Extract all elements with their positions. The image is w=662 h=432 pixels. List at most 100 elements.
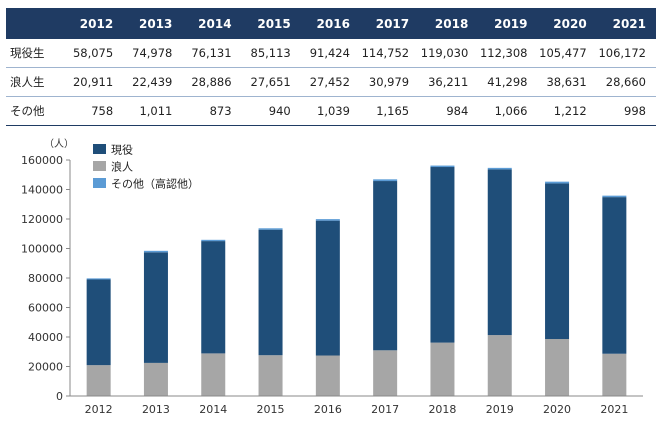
- legend-swatch: [93, 178, 106, 188]
- table-cell: 85,113: [241, 39, 301, 68]
- bar-segment: [315, 219, 340, 221]
- table-header-year: 2016: [300, 8, 360, 39]
- table-cell: 998: [596, 96, 656, 126]
- x-tick-label: 2012: [85, 403, 113, 416]
- bar-segment: [373, 181, 398, 351]
- bar-segment: [258, 228, 283, 230]
- x-tick-label: 2013: [142, 403, 170, 416]
- table-header-year: 2019: [478, 8, 538, 39]
- row-label: 浪人生: [6, 67, 64, 97]
- table-cell: 20,911: [64, 67, 124, 97]
- y-axis-unit-label: （人）: [44, 138, 74, 150]
- table-row-current-students: 現役生 58,075 74,978 76,131 85,113 91,424 1…: [6, 39, 656, 68]
- table-cell: 1,165: [359, 96, 420, 126]
- bar-segment: [545, 183, 570, 340]
- bar-segment: [258, 229, 283, 356]
- bar-segment: [487, 167, 512, 170]
- table-cell: 1,011: [123, 96, 183, 126]
- table-cell: 105,477: [537, 39, 597, 68]
- x-tick-label: 2021: [600, 403, 628, 416]
- data-table-container: 2012 2013 2014 2015 2016 2017 2018 2019 …: [6, 8, 656, 126]
- legend-label: 浪人: [111, 160, 133, 174]
- bar-segment: [487, 335, 512, 396]
- bar-stacks: [86, 165, 627, 396]
- table-cell: 28,886: [182, 67, 242, 97]
- table-cell: 30,979: [359, 67, 420, 97]
- table-header-row: 2012 2013 2014 2015 2016 2017 2018 2019 …: [6, 8, 656, 39]
- bar-segment: [487, 169, 512, 336]
- bar-segment: [86, 279, 111, 366]
- table-cell: 1,039: [300, 96, 360, 126]
- table-cell: 758: [64, 96, 124, 126]
- table-row-ronin-students: 浪人生 20,911 22,439 28,886 27,651 27,452 3…: [6, 67, 656, 97]
- table-cell: 76,131: [182, 39, 242, 68]
- bar-segment: [201, 239, 226, 242]
- table-cell: 28,660: [596, 67, 656, 97]
- table-header-year: 2015: [241, 8, 301, 39]
- bar-segment: [201, 241, 226, 354]
- bar-segment: [545, 181, 570, 184]
- bar-segment: [201, 353, 226, 396]
- bar-segment: [430, 165, 455, 168]
- row-label: 現役生: [6, 39, 64, 68]
- y-tick-label: 20000: [28, 361, 63, 374]
- legend-label: その他（高認他）: [111, 177, 199, 191]
- table-header-year: 2013: [123, 8, 183, 39]
- y-tick-label: 140000: [21, 184, 63, 197]
- table-row-other: その他 758 1,011 873 940 1,039 1,165 984 1,…: [6, 96, 656, 126]
- bar-segment: [143, 250, 168, 253]
- bar-segment: [602, 195, 627, 198]
- table-cell: 1,066: [478, 96, 538, 126]
- y-tick-label: 40000: [28, 331, 63, 344]
- x-tick-label: 2015: [257, 403, 285, 416]
- y-axis: 0 20000 40000 60000 80000 100000 120000 140000 1…: [21, 154, 71, 403]
- y-tick-label: 0: [56, 390, 63, 403]
- row-label: その他: [6, 96, 64, 126]
- bar-segment: [545, 339, 570, 396]
- table-cell: 1,212: [537, 96, 597, 126]
- table-cell: 112,308: [478, 39, 538, 68]
- bar-segment: [315, 220, 340, 356]
- bar-segment: [373, 350, 398, 396]
- table-header-corner: [6, 8, 64, 39]
- x-tick-label: 2017: [371, 403, 399, 416]
- y-tick-label: 160000: [21, 154, 63, 167]
- x-tick-label: 2018: [428, 403, 456, 416]
- y-tick-label: 80000: [28, 272, 63, 285]
- table-cell: 91,424: [300, 39, 360, 68]
- table-cell: 984: [419, 96, 479, 126]
- table-cell: 27,452: [300, 67, 360, 97]
- table-cell: 27,651: [241, 67, 301, 97]
- y-tick-label: 120000: [21, 213, 63, 226]
- table-cell: 119,030: [419, 39, 479, 68]
- table-header-year: 2021: [596, 8, 656, 39]
- x-axis: 2012 2013 2014 2015 2016 2017 2018 2019 2020 2021: [70, 395, 643, 416]
- table-cell: 41,298: [478, 67, 538, 97]
- legend-swatch: [93, 161, 106, 171]
- x-tick-label: 2016: [314, 403, 342, 416]
- table-cell: 940: [241, 96, 301, 126]
- y-tick-label: 100000: [21, 243, 63, 256]
- table-header-year: 2018: [419, 8, 479, 39]
- table-cell: 873: [182, 96, 242, 126]
- y-tick-label: 60000: [28, 302, 63, 315]
- bar-segment: [430, 167, 455, 343]
- bar-segment: [315, 355, 340, 396]
- table-header-year: 2020: [537, 8, 597, 39]
- table-cell: 106,172: [596, 39, 656, 68]
- bar-segment: [430, 342, 455, 396]
- table-cell: 58,075: [64, 39, 124, 68]
- bar-segment: [143, 252, 168, 363]
- legend-swatch: [93, 144, 106, 154]
- bar-segment: [602, 197, 627, 354]
- x-tick-label: 2020: [543, 403, 571, 416]
- bar-segment: [86, 278, 111, 280]
- table-cell: 22,439: [123, 67, 183, 97]
- data-table: 2012 2013 2014 2015 2016 2017 2018 2019 …: [6, 8, 656, 126]
- x-tick-label: 2019: [486, 403, 514, 416]
- bar-segment: [258, 355, 283, 396]
- table-header-year: 2017: [359, 8, 420, 39]
- x-tick-label: 2014: [199, 403, 227, 416]
- table-cell: 36,211: [419, 67, 479, 97]
